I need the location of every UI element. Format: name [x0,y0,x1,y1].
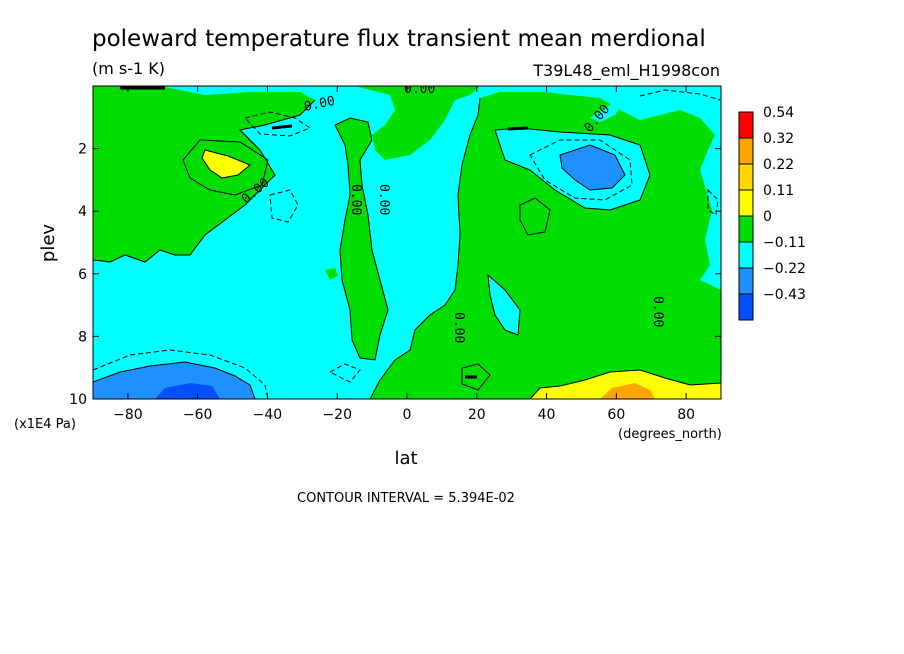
contour-line [494,127,651,211]
colorbar-label: 0.11 [763,183,794,199]
x-tick-label: −40 [253,407,283,423]
x-tick-label: −20 [322,407,352,423]
contour-label: 0.00 [650,296,665,327]
contour-line-dashed [529,139,633,201]
fill-neg-sh-surface [93,362,255,399]
colorbar-label: 0.32 [763,131,794,147]
fill-pos-equatorial-column [335,118,388,360]
units-label: (m s-1 K) [92,59,165,78]
fill-neg-pocket-nh-1 [488,275,520,335]
contour-lines [93,97,721,399]
y-tick-label: 8 [78,329,87,345]
colorbar: 0.54 0.32 0.22 0.11 0 −0.11 −0.22 −0.43 [738,105,806,321]
x-tick-label: −60 [183,407,213,423]
contour-line [369,97,481,399]
x-tick-label: 0 [403,407,412,423]
y-axis: 2 4 6 8 10 [69,142,721,408]
contour-line [487,273,521,336]
contour-line [201,149,251,179]
contour-line-dashed [639,89,721,101]
contour-line-dashed [93,349,269,399]
chart-title: poleward temperature flux transient mean… [92,26,706,52]
colorbar-label: −0.43 [763,287,806,303]
colorbar-swatch [738,293,754,321]
contour-line-thick-segment [271,124,293,130]
run-label: T39L48_eml_H1998con [532,61,720,81]
y-axis-label: plev [38,224,59,263]
y-tick-label: 2 [78,142,87,158]
fill-neg-nh-upper [560,145,625,190]
contour-label: 0.00 [303,94,337,115]
contour-line-dashed [328,363,361,383]
contour-line-dashed [269,189,299,223]
fill-pos-nh-surface [530,370,721,399]
contour-interval-text: CONTOUR INTERVAL = 5.394E-02 [297,491,515,506]
plot-area: 0.00 0.00 0.00 0.00 0.00 0.00 0.00 0.00 [93,82,721,399]
x-tick-label: 60 [607,407,625,423]
contour-lines-negative [93,89,721,399]
x-axis: −80 −60 −40 −20 0 20 40 60 80 [113,86,695,423]
colorbar-swatch [738,215,754,243]
contour-label: 0.00 [348,184,363,215]
colorbar-label: 0 [763,209,772,225]
colorbar-swatch [738,189,754,217]
contour-line [93,99,316,263]
colorbar-swatch [738,111,754,139]
contour-line [182,139,269,196]
fill-neg-pocket-nh-3 [590,100,625,122]
fill-pos-sh-upper [93,86,315,262]
contour-line [529,369,721,399]
colorbar-label: −0.11 [763,235,806,251]
colorbar-swatch [738,137,754,165]
fill-pos-small-blob [325,268,338,280]
colorbar-label: 0.22 [763,157,794,173]
y-tick-label: 10 [69,392,87,408]
contour-label: 0.00 [376,184,391,215]
x-tick-label: 40 [538,407,556,423]
contour-line-dashed [707,188,719,216]
contour-line [93,361,256,399]
y-units-label: (x1E4 Pa) [14,417,76,432]
x-tick-label: 20 [468,407,486,423]
contour-line [461,363,491,391]
fill-neg-sh-surface-core [155,383,220,399]
contour-line-dashed [244,111,312,137]
colorbar-swatch [738,163,754,191]
x-axis-label: lat [394,448,417,469]
fill-pos-nh-upper-tropo [355,86,480,160]
colorbar-label: −0.22 [763,261,806,277]
y-tick-label: 4 [78,204,87,220]
contour-line-thick-segment [507,126,529,131]
y-tick-label: 6 [78,267,87,283]
x-units-label: (degrees_north) [618,427,722,442]
fill-pos-sh-max [202,150,250,178]
contour-label: 0.00 [451,312,466,343]
colorbar-label: 0.54 [763,105,794,121]
contour-line [559,144,626,191]
fill-pos-nh-surface-core [600,383,655,399]
contour-label: 0.00 [404,82,435,97]
contour-line [334,117,389,361]
contour-line [519,197,551,236]
x-tick-label: −80 [113,407,143,423]
colorbar-swatch [738,267,754,295]
x-tick-label: 80 [677,407,695,423]
colorbar-swatch [738,241,754,269]
